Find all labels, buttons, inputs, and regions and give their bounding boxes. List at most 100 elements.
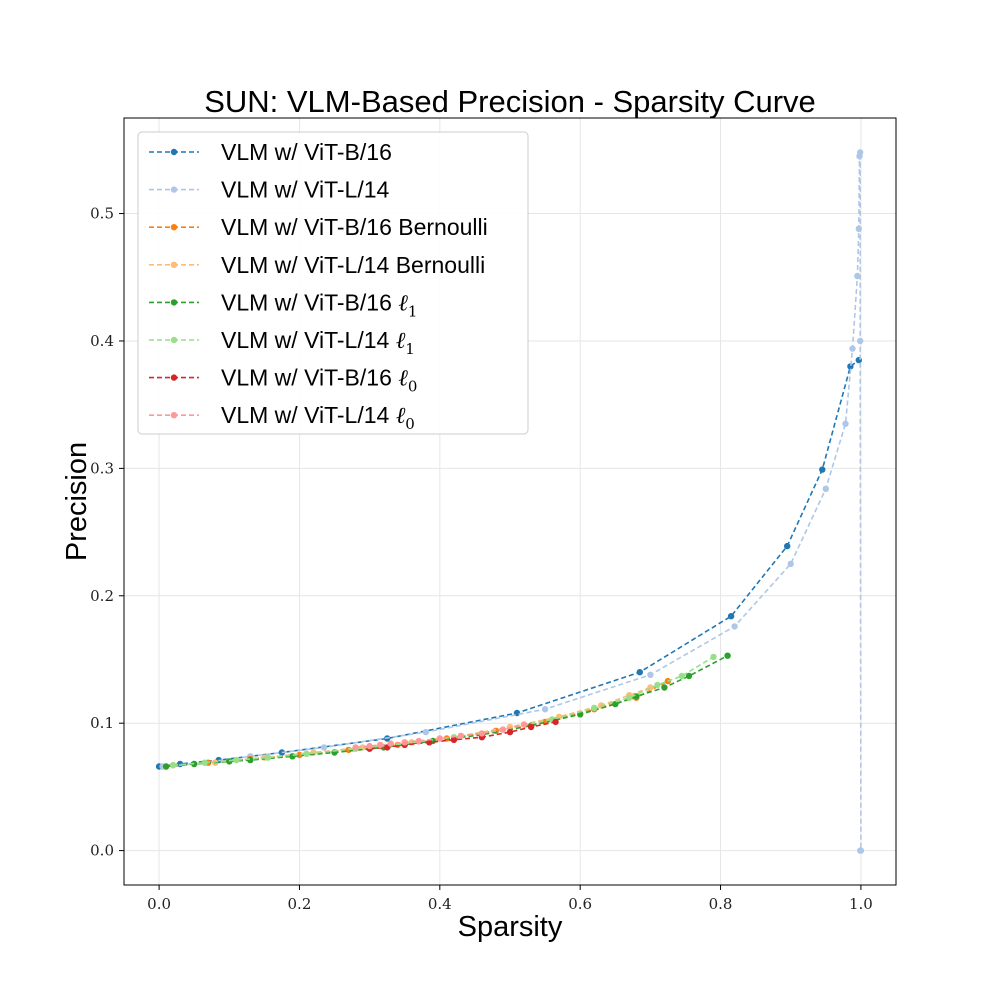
series-line [159, 359, 860, 768]
data-point [727, 613, 735, 620]
legend-items: VLM w/ ViT-B/16 VLM w/ ViT-L/14 VLM w/ ViT… [149, 139, 488, 433]
data-point [422, 728, 429, 736]
legend-entry: VLM w/ ViT-L/14 [149, 177, 390, 203]
x-tick-label: 0.4 [428, 895, 452, 913]
data-point [857, 337, 864, 345]
legend-label: VLM w/ ViT-B/16 ℓ1 [221, 289, 417, 320]
ticks: 0.0 0.2 0.4 0.6 0.8 1.0 0.0 0.1 0.2 0.3 0.4 0.5 [90, 205, 873, 913]
x-axis-label: Sparsity [458, 911, 563, 943]
data-point [169, 762, 177, 769]
series-8 [352, 721, 528, 751]
data-point [401, 739, 408, 746]
data-point [710, 653, 717, 661]
data-point [626, 694, 633, 701]
chart-title: SUN: VLM-Based Precision - Sparsity Curv… [204, 84, 816, 119]
data-point [457, 732, 465, 740]
legend: VLM w/ ViT-B/16 VLM w/ ViT-L/14 VLM w/ ViT… [137, 131, 529, 435]
legend-label: VLM w/ ViT-L/14 [221, 177, 390, 203]
series-line [166, 654, 728, 768]
legend-entry: VLM w/ ViT-B/16 ℓ1 [149, 289, 417, 320]
data-point [857, 149, 864, 156]
data-point [478, 730, 486, 737]
data-point [520, 721, 528, 728]
legend-marker [170, 261, 178, 268]
legend-marker [170, 412, 178, 419]
data-point [506, 728, 514, 736]
data-point [857, 847, 864, 854]
data-point [612, 700, 619, 708]
data-point [201, 759, 208, 766]
legend-entry: VLM w/ ViT-B/16 [149, 139, 392, 165]
data-point [842, 420, 849, 427]
data-point [541, 706, 549, 713]
data-point [731, 623, 738, 630]
data-point [647, 671, 654, 678]
data-point [661, 684, 668, 691]
data-point [854, 272, 861, 280]
plot-frame [123, 117, 897, 886]
legend-entry: VLM w/ ViT-B/16 ℓ0 [149, 365, 417, 396]
data-point [436, 735, 443, 742]
legend-marker [170, 148, 178, 156]
legend-marker [170, 299, 178, 306]
data-point [847, 363, 854, 370]
data-point [352, 744, 359, 751]
y-tick-label: 0.2 [90, 587, 114, 605]
data-point [819, 466, 826, 473]
data-point [366, 742, 373, 750]
y-axis-label: Precision [61, 442, 93, 561]
data-point [591, 704, 598, 712]
data-point [849, 345, 856, 352]
x-tick-label: 0.0 [147, 895, 171, 913]
data-point [450, 736, 458, 743]
legend-marker [170, 186, 178, 193]
y-tick-label: 0.4 [90, 332, 114, 350]
y-tick-label: 0.1 [90, 714, 114, 732]
legend-label: VLM w/ ViT-B/16 ℓ0 [221, 365, 417, 396]
data-point [303, 750, 310, 757]
data-point [377, 741, 384, 749]
data-point [685, 672, 693, 680]
x-tick-label: 0.2 [288, 895, 312, 913]
data-point [289, 753, 296, 760]
data-point [320, 744, 328, 751]
series-layer [155, 149, 865, 854]
data-point [855, 225, 862, 232]
data-point [162, 763, 170, 770]
legend-frame [137, 131, 529, 435]
data-point [636, 669, 643, 676]
data-point [527, 723, 535, 731]
legend-entry: VLM w/ ViT-L/14 ℓ1 [149, 327, 415, 358]
legend-label: VLM w/ ViT-L/14 Bernoulli [221, 252, 485, 278]
data-point [415, 737, 422, 745]
y-tick-label: 0.5 [90, 205, 114, 223]
data-point [787, 560, 794, 568]
data-point [233, 756, 240, 764]
legend-label: VLM w/ ViT-B/16 [221, 139, 392, 165]
data-point [678, 672, 686, 680]
legend-entry: VLM w/ ViT-B/16 Bernoulli [149, 214, 488, 240]
y-tick-label: 0.0 [90, 842, 114, 860]
legend-entry: VLM w/ ViT-L/14 ℓ0 [149, 402, 415, 433]
data-point [499, 726, 507, 733]
x-tick-label: 0.6 [568, 895, 592, 913]
data-point [822, 485, 829, 492]
data-point [724, 652, 731, 659]
x-tick-label: 1.0 [849, 895, 873, 913]
data-point [387, 740, 394, 747]
data-point [784, 542, 791, 550]
legend-label: VLM w/ ViT-L/14 ℓ0 [221, 402, 415, 433]
y-tick-label: 0.3 [90, 459, 114, 477]
legend-label: VLM w/ ViT-B/16 Bernoulli [221, 214, 488, 240]
data-point [191, 760, 198, 768]
legend-marker [170, 374, 178, 381]
data-point [264, 754, 272, 761]
data-point [855, 356, 862, 364]
legend-marker [170, 336, 178, 344]
legend-marker [170, 224, 178, 231]
x-tick-label: 0.8 [709, 895, 733, 913]
legend-label: VLM w/ ViT-L/14 ℓ1 [221, 327, 415, 358]
data-point [552, 718, 559, 726]
